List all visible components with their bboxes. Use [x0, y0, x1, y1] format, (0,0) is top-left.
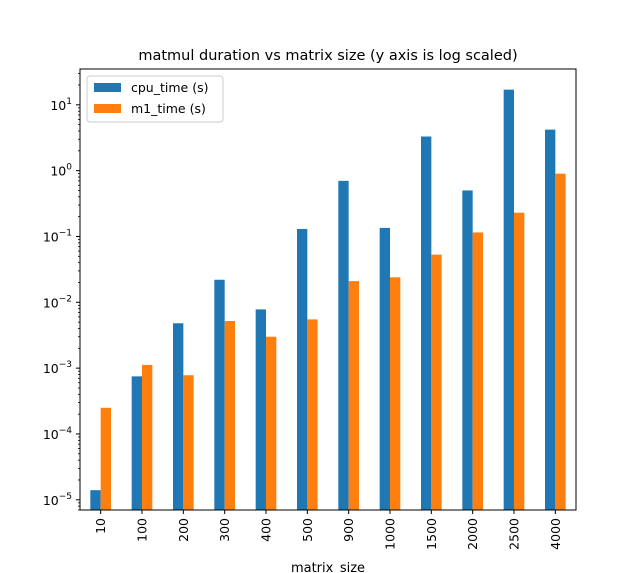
x-tick-label: 1000: [383, 518, 398, 550]
legend-label-cpu: cpu_time (s): [131, 80, 208, 95]
bar-m1-1000: [390, 277, 401, 510]
bar-m1-100: [142, 364, 153, 510]
y-tick-label: 10−2: [43, 294, 72, 310]
bar-cpu-2000: [462, 190, 473, 510]
x-axis-label: matrix_size: [291, 561, 365, 573]
bar-m1-2000: [472, 232, 483, 511]
bar-m1-900: [348, 281, 359, 510]
legend-label-m1: m1_time (s): [131, 101, 206, 116]
y-tick-label: 101: [50, 97, 72, 113]
y-axis: 10−5 10−4 10−3 10−2 10−1 100 101: [43, 97, 80, 508]
y-tick-label: 10−1: [43, 228, 72, 244]
bar-m1-2500: [514, 212, 525, 511]
bar-cpu-500: [297, 228, 308, 511]
x-tick-label: 400: [259, 518, 274, 542]
x-tick-label: 300: [217, 518, 232, 542]
bar-m1-200: [183, 375, 194, 510]
x-tick-label: 500: [300, 518, 315, 542]
bar-cpu-2500: [503, 89, 514, 511]
bar-cpu-4000: [545, 129, 556, 510]
chart-title: matmul duration vs matrix size (y axis i…: [138, 48, 517, 64]
y-tick-label: 10−4: [43, 426, 72, 442]
x-tick-label: 1500: [424, 518, 439, 550]
x-tick-label: 10: [93, 518, 108, 534]
x-axis: 10 100 200 300 400 500 900 1000 1500 2000 2500 4000: [93, 510, 563, 550]
bar-m1-1500: [431, 254, 442, 510]
bar-cpu-400: [255, 309, 266, 510]
legend-swatch-m1: [94, 104, 121, 113]
bar-cpu-300: [214, 279, 225, 510]
x-tick-label: 900: [341, 518, 356, 542]
bar-cpu-1000: [379, 227, 390, 510]
bar-cpu-200: [173, 323, 184, 510]
legend-swatch-cpu: [94, 83, 121, 92]
bar-cpu-100: [131, 376, 142, 510]
x-tick-label: 4000: [548, 518, 563, 550]
bar-m1-300: [224, 321, 235, 510]
plot-frame: [79, 68, 577, 511]
bar-m1-500: [307, 319, 318, 510]
x-tick-label: 100: [135, 518, 150, 542]
x-tick-label: 2000: [465, 518, 480, 550]
x-tick-label: 200: [176, 518, 191, 542]
bar-cpu-10: [90, 490, 101, 510]
bar-m1-400: [266, 336, 277, 510]
bar-cpu-1500: [421, 136, 432, 510]
y-tick-label: 10−5: [43, 492, 72, 508]
legend[interactable]: cpu_time (s) m1_time (s): [86, 75, 224, 123]
y-tick-label: 100: [50, 163, 72, 179]
bars-layer: [90, 89, 566, 511]
bar-m1-10: [100, 407, 111, 510]
y-tick-label: 10−3: [43, 360, 72, 376]
bar-cpu-900: [338, 180, 349, 510]
x-tick-label: 2500: [507, 518, 522, 550]
bar-m1-4000: [555, 173, 566, 510]
